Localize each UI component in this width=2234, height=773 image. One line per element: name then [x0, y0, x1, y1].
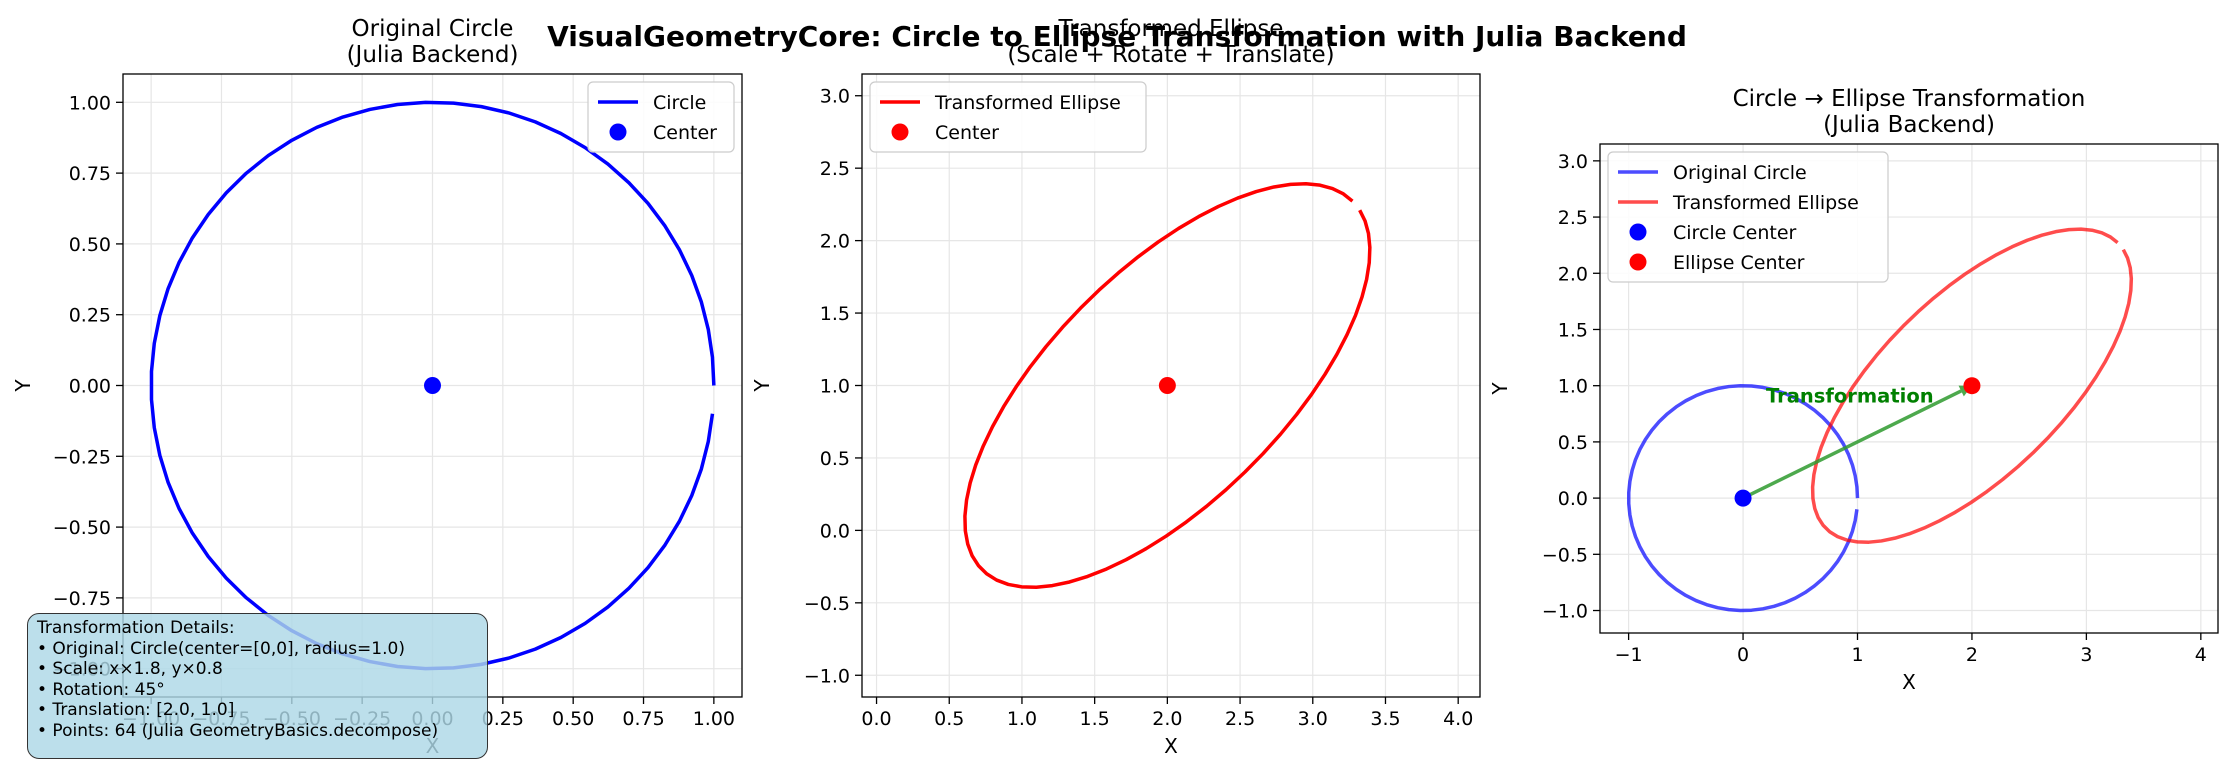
y-tick-label: −0.25: [53, 446, 111, 468]
x-axis-label: X: [1164, 734, 1178, 758]
x-tick-label: 0.5: [934, 708, 964, 730]
legend-label: Transformed Ellipse: [1672, 192, 1859, 214]
x-axis-label: X: [1902, 670, 1916, 694]
x-tick-label: 0.50: [552, 708, 594, 730]
legend-label: Transformed Ellipse: [934, 92, 1121, 114]
y-axis-label: Y: [750, 379, 774, 393]
info-line: • Scale: x×1.8, y×0.8: [37, 659, 223, 679]
x-tick-label: 1.5: [1080, 708, 1110, 730]
chart-title-line: (Scale + Rotate + Translate): [1007, 42, 1334, 68]
info-line: • Original: Circle(center=[0,0], radius=…: [37, 638, 405, 659]
y-tick-label: 0.5: [1558, 432, 1588, 454]
legend-frame: [1607, 151, 1889, 283]
center-point-center: [424, 377, 441, 394]
x-tick-label: 3.5: [1370, 708, 1400, 730]
legend-label: Center: [653, 122, 717, 144]
legend: Circle Center: [587, 81, 735, 153]
legend-label: Circle Center: [1673, 222, 1797, 244]
center-point-center: [1158, 377, 1176, 394]
legend-label: Ellipse Center: [1673, 252, 1805, 274]
x-tick-label: 1.0: [1007, 708, 1037, 730]
y-tick-label: 0.5: [820, 448, 850, 470]
center-point-ellipse-center: [1963, 377, 1981, 395]
chart-title-line: Original Circle: [352, 16, 514, 42]
x-tick-label: 2: [1966, 644, 1978, 666]
y-tick-label: 0.25: [69, 305, 111, 327]
y-tick-label: 1.5: [1558, 319, 1588, 341]
y-tick-label: −1.0: [804, 665, 850, 687]
series-line-circle: [149, 100, 716, 671]
legend-swatch-marker: [609, 123, 627, 141]
series-line-transformed-ellipse: [963, 181, 1372, 589]
axes-frame: [1599, 143, 2219, 634]
y-tick-label: 2.5: [1558, 207, 1588, 229]
x-tick-label: 2.0: [1152, 708, 1182, 730]
legend: Original Circle Transformed Ellipse Circle…: [1607, 151, 1889, 283]
y-tick-label: 1.0: [1558, 376, 1588, 398]
y-tick-label: 0.00: [69, 376, 111, 398]
chart-title-line: (Julia Backend): [1823, 112, 1995, 138]
series-line-transformed-ellipse: [1810, 227, 2134, 544]
x-tick-label: 2.5: [1225, 708, 1255, 730]
y-tick-label: 0.0: [1558, 488, 1588, 510]
x-tick-label: 0.75: [622, 708, 664, 730]
annotation-label: Transformation: [1766, 385, 1934, 408]
legend-swatch-marker: [1629, 223, 1647, 241]
info-line: • Rotation: 45°: [37, 679, 165, 700]
y-axis-label: Y: [1488, 382, 1512, 396]
legend-swatch-marker: [891, 123, 909, 141]
y-tick-label: 1.0: [820, 376, 850, 398]
x-tick-label: 0: [1737, 644, 1749, 666]
y-tick-label: −0.5: [1542, 544, 1588, 566]
plot-area: [963, 181, 1372, 589]
x-tick-label: 4.0: [1443, 708, 1473, 730]
legend-label: Original Circle: [1673, 162, 1807, 184]
series-line-original-circle: [1627, 383, 1860, 613]
chart-panel-3: Transformation −1 0 1 2 3 4 −1.0 −0.5 0.0 0.5 1.0 1.…: [1488, 86, 2219, 694]
info-line: • Translation: [2.0, 1.0]: [37, 700, 235, 720]
x-tick-label: 3: [2080, 644, 2092, 666]
y-tick-label: 2.0: [1558, 263, 1588, 285]
chart-panel-2: 0.0 0.5 1.0 1.5 2.0 2.5 3.0 3.5 4.0 −1.0 −0.5 0.0 0.…: [750, 16, 1481, 758]
y-tick-label: −1.0: [1542, 601, 1588, 623]
y-tick-label: 1.5: [820, 303, 850, 325]
y-tick-label: 2.5: [820, 158, 850, 180]
x-tick-label: −1: [1615, 644, 1643, 666]
legend-swatch-marker: [1629, 253, 1647, 271]
plot-area: [149, 100, 716, 671]
x-tick-label: 1.00: [693, 708, 735, 730]
y-tick-label: 0.0: [820, 520, 850, 542]
info-line: Transformation Details:: [37, 618, 235, 638]
transformation-arrow: [1742, 389, 1962, 500]
transformation-details-box: Transformation Details: • Original: Circ…: [27, 613, 488, 759]
y-axis-label: Y: [11, 379, 35, 393]
y-tick-label: 2.0: [820, 231, 850, 253]
y-tick-label: 3.0: [820, 86, 850, 108]
x-tick-label: 4: [2195, 644, 2207, 666]
y-tick-label: −0.5: [804, 593, 850, 615]
y-tick-label: 0.50: [69, 234, 111, 256]
center-point-circle-center: [1734, 489, 1752, 507]
x-tick-label: 3.0: [1298, 708, 1328, 730]
y-tick-label: 3.0: [1558, 151, 1588, 173]
y-tick-label: −0.75: [53, 588, 111, 610]
x-tick-label: 0.0: [861, 708, 891, 730]
x-tick-label: 1: [1851, 644, 1863, 666]
legend-frame: [869, 81, 1147, 153]
y-tick-label: −0.50: [53, 517, 111, 539]
legend-label: Circle: [653, 92, 706, 114]
y-tick-label: 1.00: [69, 92, 111, 114]
legend: Transformed Ellipse Center: [869, 81, 1147, 153]
plot-area: [1627, 227, 2134, 613]
figure-suptitle: VisualGeometryCore: Circle to Ellipse Tr…: [547, 20, 1687, 53]
x-tick-label: 0.25: [482, 708, 524, 730]
chart-title-line: Transformed Ellipse: [1058, 16, 1284, 42]
y-tick-label: 0.75: [69, 163, 111, 185]
chart-title-line: (Julia Backend): [347, 42, 519, 68]
legend-label: Center: [935, 122, 999, 144]
chart-title-line: Circle → Ellipse Transformation: [1733, 86, 2086, 112]
info-line: • Points: 64 (Julia GeometryBasics.decom…: [37, 720, 439, 741]
